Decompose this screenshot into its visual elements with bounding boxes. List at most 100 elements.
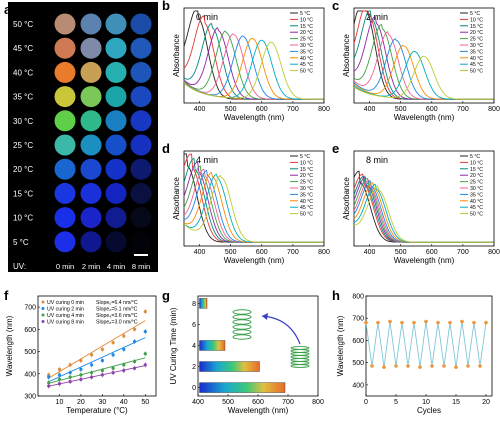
x-tick-label: 800 xyxy=(312,399,324,406)
y-tick-label: 8 xyxy=(192,301,196,308)
fit-line xyxy=(48,320,146,379)
sample-dot xyxy=(130,13,152,35)
data-point xyxy=(79,373,83,377)
data-point xyxy=(442,364,446,368)
y-tick-label: 800 xyxy=(352,294,364,301)
x-tick-label: 400 xyxy=(194,106,206,113)
legend-label: 35 °C xyxy=(470,192,483,198)
data-point xyxy=(111,353,115,357)
sample-dot xyxy=(105,61,127,83)
legend-marker xyxy=(41,313,45,317)
helix-icon xyxy=(232,334,252,340)
legend-label: 45 °C xyxy=(470,205,483,211)
sample-dot xyxy=(54,61,76,83)
legend-label: UV curing 2 min xyxy=(47,307,84,313)
wavelength-range-bar xyxy=(199,298,208,309)
data-point xyxy=(143,329,147,334)
y-tick-label: 0 xyxy=(192,385,196,392)
y-axis-label: Absorbance xyxy=(172,34,181,77)
data-point xyxy=(143,309,147,314)
x-tick-label: 400 xyxy=(192,399,204,406)
x-tick-label: 400 xyxy=(364,249,376,256)
sample-dot xyxy=(54,13,76,35)
row-label: 20 °C xyxy=(13,165,33,174)
curved-arrow xyxy=(261,315,301,345)
y-tick-label: 6 xyxy=(192,322,196,329)
x-tick-label: 800 xyxy=(488,249,500,256)
data-point xyxy=(466,364,470,368)
legend-label: 35 °C xyxy=(470,49,483,55)
sample-dot xyxy=(105,110,127,132)
x-tick-label: 600 xyxy=(256,249,268,256)
x-tick-label: 700 xyxy=(287,106,299,113)
sample-dot xyxy=(130,182,152,204)
data-point xyxy=(90,371,94,375)
row-label: 25 °C xyxy=(13,141,33,150)
x-tick-label: 0 xyxy=(364,399,368,406)
data-point xyxy=(111,366,115,370)
plot-frame xyxy=(365,295,493,397)
legend-label: 50 °C xyxy=(300,212,313,218)
data-point xyxy=(57,377,62,381)
sample-dot xyxy=(130,231,152,253)
helix-icon xyxy=(232,329,252,335)
legend-marker xyxy=(41,320,45,323)
legend-label: 15 °C xyxy=(300,167,313,173)
sample-dot xyxy=(130,37,152,59)
legend-label: 45 °C xyxy=(300,62,313,68)
panel-title: 8 min xyxy=(366,155,388,165)
data-point xyxy=(100,373,104,377)
spectrum-line xyxy=(183,174,324,243)
sample-dot xyxy=(54,86,76,108)
data-point xyxy=(122,363,126,367)
row-label: 10 °C xyxy=(13,214,33,223)
legend-label: 20 °C xyxy=(300,173,313,179)
plot-frame xyxy=(353,7,495,104)
legend-label: 50 °C xyxy=(300,69,313,75)
column-label: 2 min xyxy=(82,262,100,271)
legend-slope: Slope₀=6.4 nm/°C xyxy=(96,300,138,306)
data-point xyxy=(122,334,126,338)
x-tick-label: 10 xyxy=(422,399,430,406)
x-tick-label: 500 xyxy=(222,399,234,406)
data-point xyxy=(79,358,83,363)
legend-label: 40 °C xyxy=(300,56,313,62)
y-tick-label: 600 xyxy=(24,327,36,334)
data-point xyxy=(484,320,488,325)
sample-dot xyxy=(130,207,152,229)
legend-label: 35 °C xyxy=(300,49,313,55)
data-point xyxy=(68,371,72,375)
x-axis-label: Temperature (°C) xyxy=(66,406,128,415)
panel-label-b: b xyxy=(162,0,170,13)
helix-icon xyxy=(290,358,310,362)
data-point xyxy=(79,367,83,371)
arrow-head xyxy=(262,313,268,320)
data-point xyxy=(454,365,458,369)
x-tick-label: 20 xyxy=(77,399,85,406)
data-point xyxy=(394,364,398,368)
column-label: 0 min xyxy=(56,262,74,271)
sample-dot xyxy=(54,134,76,156)
x-tick-label: 500 xyxy=(225,249,237,256)
panel-label-e: e xyxy=(332,141,339,156)
sample-dot xyxy=(130,110,152,132)
data-point xyxy=(143,352,147,356)
wavelength-range-bar xyxy=(199,382,286,393)
x-tick-label: 700 xyxy=(457,106,469,113)
y-axis-label: UV Curing Time (min) xyxy=(169,307,178,384)
row-label: 30 °C xyxy=(13,117,33,126)
spectrum-line xyxy=(354,185,494,243)
x-tick-label: 500 xyxy=(225,106,237,113)
legend-slope: Slope₄=3.6 nm/°C xyxy=(96,313,138,319)
data-point xyxy=(122,347,126,351)
spectrum-line xyxy=(353,55,494,100)
helix-icon xyxy=(290,352,310,356)
plot-frame xyxy=(183,7,325,104)
sample-dot xyxy=(54,231,76,253)
plot-frame xyxy=(183,150,325,247)
data-point xyxy=(47,381,51,385)
panel-label-h: h xyxy=(332,288,340,303)
data-point xyxy=(111,341,115,345)
legend-label: 10 °C xyxy=(470,160,483,166)
